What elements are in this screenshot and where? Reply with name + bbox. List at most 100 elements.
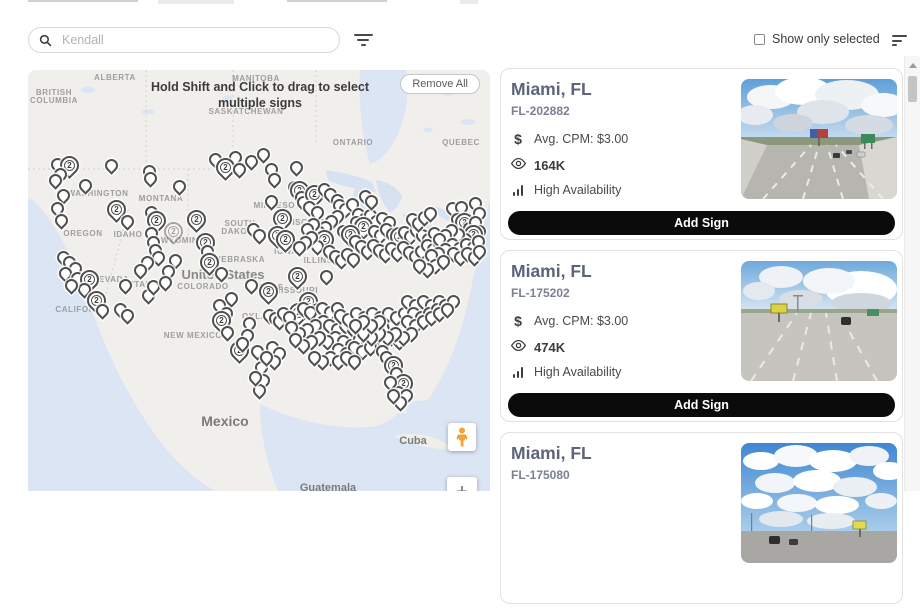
- availability-row: High Availability: [511, 365, 736, 379]
- map-label: NEBRASKA: [214, 255, 266, 264]
- cluster-count: 2: [277, 213, 288, 224]
- eye-icon: [510, 338, 527, 356]
- zoom-in-button[interactable]: +: [447, 477, 477, 491]
- map-label: Guatemala: [299, 482, 357, 491]
- sign-photo: [741, 79, 897, 199]
- map-label: COLUMBIA: [30, 96, 78, 105]
- map-label: NEW MEXICO: [163, 331, 223, 340]
- cluster-count: 2: [168, 226, 179, 237]
- card-city: Miami, FL: [511, 261, 592, 281]
- eye-icon: [510, 156, 527, 174]
- map-overlay-hint: Hold Shift and Click to drag to select m…: [120, 79, 400, 111]
- map-pin[interactable]: [287, 158, 306, 177]
- map-pin-cluster[interactable]: 2: [183, 206, 210, 233]
- sign-card: Miami, FL FL-175080: [500, 432, 903, 604]
- map-label: Cuba: [399, 435, 427, 447]
- cluster-count: 2: [263, 286, 274, 297]
- availability-value: High Availability: [534, 365, 622, 379]
- map-label: IDAHO: [113, 230, 143, 239]
- map-label: ALBERTA: [94, 73, 136, 82]
- sign-card: Miami, FL FL-202882 $ Avg. CPM: $3.00 16…: [500, 68, 903, 240]
- map-label: NEVADA: [92, 275, 130, 284]
- pegman-icon: [456, 427, 468, 447]
- cluster-count: 2: [216, 315, 227, 326]
- cluster-count: 2: [64, 160, 75, 171]
- top-edge-remnant: [287, 0, 387, 2]
- map-pin[interactable]: [76, 176, 95, 195]
- map-pins: 222222222222222222222222222222: [28, 70, 490, 491]
- views-row: 474K: [510, 338, 736, 356]
- pegman-control[interactable]: [448, 423, 476, 451]
- cluster-count: 2: [280, 234, 291, 245]
- sign-card: Miami, FL FL-175202 $ Avg. CPM: $3.00 47…: [500, 250, 903, 422]
- scrollbar-thumb[interactable]: [908, 76, 917, 102]
- map[interactable]: ALBERTA MANITOBA BRITISH COLUMBIA SASKATCHEW…: [28, 70, 490, 491]
- sign-photo: [741, 261, 897, 381]
- map-label: QUEBEC: [442, 138, 480, 147]
- top-edge-remnant: [28, 0, 138, 2]
- search-bar[interactable]: [28, 27, 340, 53]
- cpm-row: $ Avg. CPM: $3.00: [511, 131, 736, 147]
- cpm-row: $ Avg. CPM: $3.00: [511, 313, 736, 329]
- top-edge-remnant: [158, 0, 234, 4]
- map-label: MISSOURI: [273, 286, 319, 295]
- dollar-icon: $: [514, 131, 522, 147]
- scrollbar[interactable]: [904, 56, 920, 491]
- map-pin-cluster[interactable]: 2: [284, 263, 311, 290]
- map-label: SOUTH: [224, 219, 256, 228]
- sort-icon[interactable]: [892, 35, 908, 49]
- map-pin[interactable]: [102, 156, 121, 175]
- views-value: 474K: [534, 339, 566, 355]
- card-city: Miami, FL: [511, 79, 592, 99]
- card-city: Miami, FL: [511, 443, 592, 463]
- show-only-selected-toggle[interactable]: Show only selected: [754, 32, 880, 46]
- map-label: WYOMING: [160, 236, 206, 245]
- cluster-count: 2: [204, 257, 215, 268]
- search-icon: [39, 34, 52, 46]
- availability-bars-icon: [511, 184, 525, 196]
- cluster-count: 2: [292, 271, 303, 282]
- cluster-count: 2: [191, 214, 202, 225]
- remove-all-button[interactable]: Remove All: [400, 74, 480, 94]
- map-pin[interactable]: [170, 177, 189, 196]
- map-label: MINNESOTA: [253, 201, 307, 210]
- map-pin[interactable]: [262, 192, 281, 211]
- add-sign-button[interactable]: Add Sign: [508, 393, 895, 417]
- map-label: MANITOBA: [232, 74, 280, 83]
- map-pin-cluster[interactable]: 2: [255, 278, 282, 305]
- sign-photo: [741, 443, 897, 563]
- card-sign-id: FL-202882: [511, 104, 570, 118]
- cpm-value: Avg. CPM: $3.00: [534, 132, 629, 146]
- map-label: COLORADO: [177, 282, 229, 291]
- map-pin[interactable]: [317, 267, 336, 286]
- card-sign-id: FL-175080: [511, 468, 570, 482]
- map-pin[interactable]: [116, 276, 135, 295]
- views-value: 164K: [534, 157, 566, 173]
- show-only-selected-label: Show only selected: [772, 32, 880, 46]
- map-label: Mexico: [201, 413, 249, 429]
- map-label: BRITISH: [35, 88, 73, 97]
- top-edge-remnant: [460, 0, 478, 4]
- views-row: 164K: [510, 156, 736, 174]
- cluster-count: 2: [111, 204, 122, 215]
- filter-icon[interactable]: [353, 34, 373, 49]
- map-label: CALIFORNIA: [55, 305, 111, 314]
- scroll-up-arrow[interactable]: [909, 63, 917, 68]
- sign-list: Miami, FL FL-202882 $ Avg. CPM: $3.00 16…: [500, 68, 903, 614]
- overlay-hint-line1: Hold Shift and Click to drag to select: [150, 80, 370, 94]
- cpm-value: Avg. CPM: $3.00: [534, 314, 629, 328]
- add-sign-button[interactable]: Add Sign: [508, 211, 895, 235]
- show-only-selected-checkbox[interactable]: [754, 33, 765, 45]
- map-label: ILLINOIS: [303, 256, 343, 265]
- map-label: UTAH: [127, 280, 153, 289]
- card-sign-id: FL-175202: [511, 286, 570, 300]
- map-label: OREGON: [63, 229, 103, 238]
- availability-bars-icon: [511, 366, 525, 378]
- dollar-icon: $: [514, 313, 522, 329]
- map-label: ONTARIO: [332, 138, 374, 147]
- map-label: WASHINGTON: [67, 189, 129, 198]
- map-label: SASKATCHEWAN: [208, 107, 284, 116]
- search-input[interactable]: [60, 32, 329, 48]
- cluster-count: 2: [220, 162, 231, 173]
- availability-row: High Availability: [511, 183, 736, 197]
